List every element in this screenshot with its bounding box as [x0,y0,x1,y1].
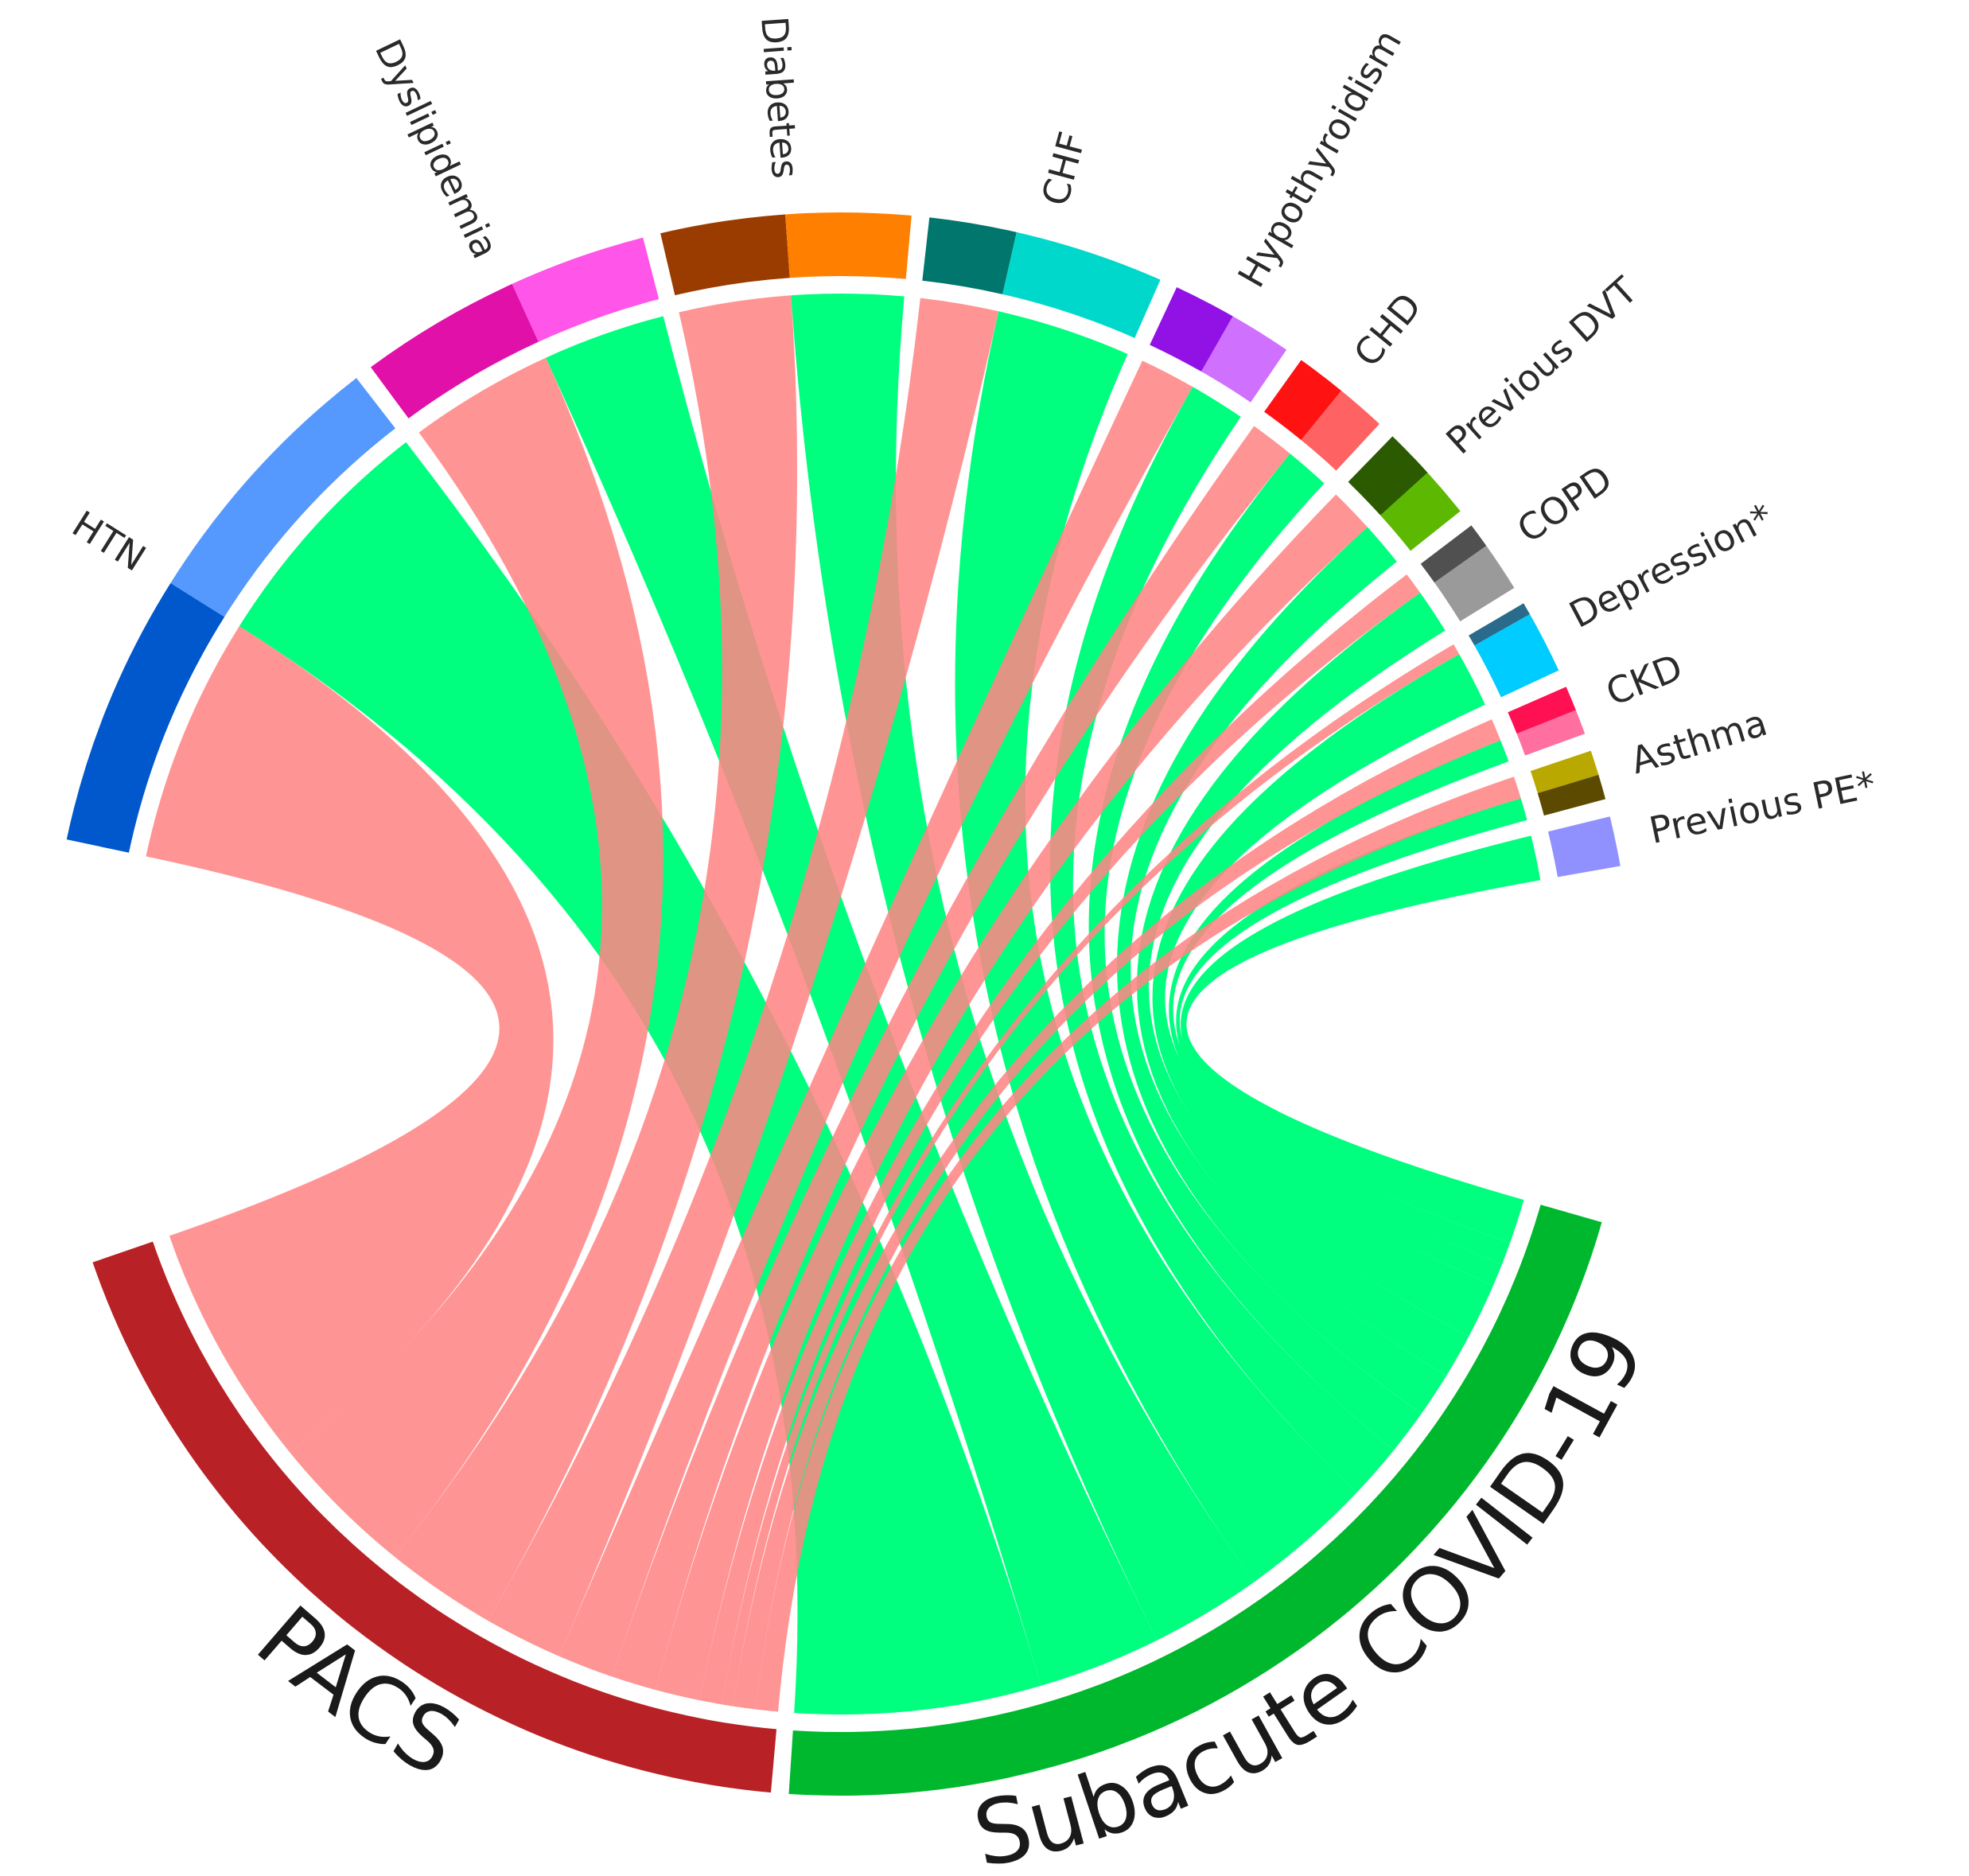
category-label: HTN [65,502,154,579]
category-segment [370,283,539,418]
ribbon [1169,740,1509,1286]
ribbon [1117,527,1446,1414]
category-label: CHD [1345,285,1430,375]
category-segment [1380,473,1461,551]
category-segment [1420,525,1487,583]
ribbon [1176,798,1527,1265]
group-arc [92,1241,777,1793]
category-label: Dyslipidemia [367,33,508,265]
category-label: Previous DVT [1438,268,1646,462]
category-segment [785,212,912,279]
ribbon [488,298,999,1656]
ribbon [1181,835,1541,1244]
category-segment [1474,614,1559,698]
ribbon [394,295,798,1621]
ribbon [290,357,663,1557]
category-segment [1530,750,1599,793]
category-label: CHF [1033,127,1094,210]
category-label: Hypothyroidism [1229,22,1410,294]
ribbons [146,293,1541,1714]
category-segment [1508,687,1576,734]
category-segment [922,217,1017,294]
category-label: Asthma [1626,701,1772,783]
rings [66,212,1621,1796]
category-segment [1348,436,1428,516]
category-segment [1434,545,1515,621]
category-segment [1150,287,1233,372]
ribbon [146,626,554,1454]
ribbon [612,426,1290,1690]
ribbon [791,293,1255,1641]
ribbon [1137,593,1469,1376]
category-segment [1469,603,1530,646]
category-label: Depression* [1562,495,1780,636]
category-label: CKD [1600,645,1688,714]
category-segment [66,582,225,853]
ribbon [655,494,1368,1701]
category-label: COPD [1509,457,1620,551]
category-segment [660,214,790,296]
category-segment [1537,774,1606,816]
category-segment [512,237,660,342]
category-segment [1547,816,1621,878]
group-arc [788,1205,1602,1796]
ribbon [755,776,1521,1712]
category-segment [1201,316,1287,403]
category-label: Diabetes [753,15,807,180]
ribbon [1152,654,1494,1337]
category-segment [1516,710,1586,756]
ribbon [558,360,1193,1677]
category-segment [1301,391,1379,471]
category-label: Previous PE* [1645,763,1879,852]
category-segment [1264,360,1342,441]
category-segment [1002,232,1161,338]
ribbon [1088,453,1422,1450]
category-segment [170,378,395,617]
